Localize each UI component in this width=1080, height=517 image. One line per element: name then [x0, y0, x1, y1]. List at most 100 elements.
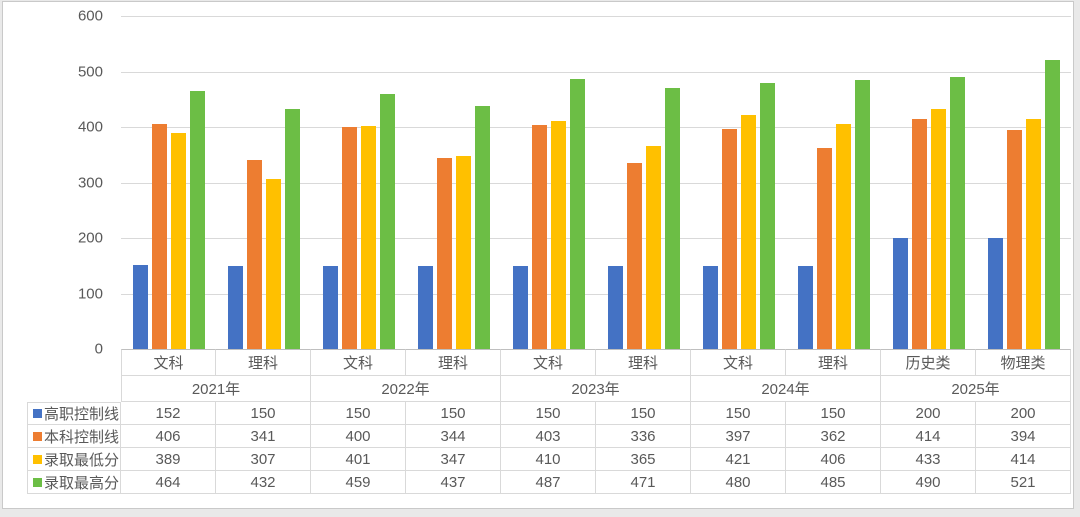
table-value-cell: 432: [216, 471, 311, 494]
bar-高职控制线: [702, 265, 718, 349]
gridline: [121, 16, 1071, 17]
bar-录取最低分: [740, 115, 756, 349]
bar-高职控制线: [607, 265, 623, 349]
bar-录取最低分: [1025, 119, 1041, 349]
bar-高职控制线: [132, 264, 148, 349]
category-label: 历史类: [881, 349, 976, 376]
category-label: 理科: [786, 349, 881, 376]
table-value-cell: 200: [976, 402, 1071, 425]
table-value-cell: 459: [311, 471, 406, 494]
bar-高职控制线: [512, 265, 528, 349]
bar-录取最高分: [569, 78, 585, 349]
bar-本科控制线: [816, 148, 832, 349]
bar-录取最高分: [759, 82, 775, 349]
bar-录取最高分: [1044, 59, 1060, 349]
table-value-cell: 150: [786, 402, 881, 425]
y-tick-label: 0: [94, 340, 103, 358]
bar-录取最高分: [284, 109, 300, 349]
table-value-cell: 471: [596, 471, 691, 494]
bar-本科控制线: [1006, 130, 1022, 349]
bar-录取最低分: [835, 123, 851, 349]
table-value-cell: 414: [976, 448, 1071, 471]
table-value-cell: 403: [501, 425, 596, 448]
table-value-cell: 200: [881, 402, 976, 425]
y-tick-label: 100: [77, 285, 103, 302]
table-value-cell: 433: [881, 448, 976, 471]
category-label: 文科: [311, 349, 406, 376]
series-name: 本科控制线: [44, 428, 120, 446]
y-tick-label: 400: [77, 118, 103, 136]
bar-录取最高分: [474, 106, 490, 349]
bar-高职控制线: [987, 238, 1003, 349]
bar-本科控制线: [341, 127, 357, 349]
table-value-cell: 401: [311, 448, 406, 471]
chart-frame: 0 100 200 300 400 500 600 文科 理科 文科 理科 文科 理科 文科 理科 历史类物…: [2, 1, 1074, 509]
category-label: 文科: [691, 349, 786, 376]
bar-本科控制线: [436, 158, 452, 349]
bar-本科控制线: [246, 159, 262, 349]
table-value-cell: 307: [216, 448, 311, 471]
legend-key-icon: [33, 409, 42, 418]
year-label: 2025年: [881, 376, 1071, 402]
bar-录取最低分: [360, 126, 376, 349]
table-value-cell: 485: [786, 471, 881, 494]
gridline: [121, 238, 1071, 239]
table-value-cell: 521: [976, 471, 1071, 494]
series-label: 高职控制线: [27, 402, 121, 425]
y-axis: 0 100 200 300 400 500 600: [3, 8, 113, 358]
category-label: 理科: [406, 349, 501, 376]
table-value-cell: 150: [596, 402, 691, 425]
y-tick-label: 600: [77, 7, 103, 25]
bar-本科控制线: [626, 162, 642, 349]
bar-本科控制线: [151, 123, 167, 349]
series-label: 录取最高分: [27, 471, 121, 494]
bar-group: [501, 16, 596, 349]
category-label: 理科: [216, 349, 311, 376]
bar-本科控制线: [911, 119, 927, 349]
table-value-cell: 490: [881, 471, 976, 494]
bar-group: [311, 16, 406, 349]
category-label: 物理类: [976, 349, 1071, 376]
table-value-cell: 362: [786, 425, 881, 448]
table-value-cell: 406: [121, 425, 216, 448]
table-value-cell: 152: [121, 402, 216, 425]
year-label: 2021年: [121, 376, 311, 402]
table-value-cell: 365: [596, 448, 691, 471]
series-name: 录取最低分: [44, 451, 120, 469]
series-label: 录取最低分: [27, 448, 121, 471]
table-value-cell: 341: [216, 425, 311, 448]
table-value-cell: 336: [596, 425, 691, 448]
legend-key-icon: [33, 431, 42, 441]
table-value-cell: 410: [501, 448, 596, 471]
bar-group: [596, 16, 691, 349]
legend-key-icon: [33, 454, 42, 464]
table-value-cell: 421: [691, 448, 786, 471]
bar-录取最低分: [170, 133, 186, 349]
bar-group: [406, 16, 501, 349]
table-value-cell: 150: [691, 402, 786, 425]
table-value-cell: 150: [216, 402, 311, 425]
bar-group: [691, 16, 786, 349]
year-label: 2023年: [501, 376, 691, 402]
gridline: [121, 182, 1071, 184]
year-label: 2022年: [311, 376, 501, 402]
series-label: 本科控制线: [27, 425, 121, 448]
bar-录取最低分: [930, 108, 946, 349]
table-value-cell: 397: [691, 425, 786, 448]
bar-本科控制线: [721, 128, 737, 349]
table-value-cell: 487: [501, 471, 596, 494]
bar-录取最高分: [854, 79, 870, 349]
bar-高职控制线: [322, 265, 338, 349]
gridline: [121, 71, 1071, 73]
table-value-cell: 406: [786, 448, 881, 471]
bar-group: [216, 16, 311, 349]
table-value-cell: 464: [121, 471, 216, 494]
bar-录取最低分: [550, 121, 566, 349]
table-value-cell: 480: [691, 471, 786, 494]
category-label: 文科: [121, 349, 216, 376]
bar-高职控制线: [797, 265, 813, 349]
bar-录取最低分: [645, 146, 661, 349]
axis-and-data-table: 文科 理科 文科 理科 文科 理科 文科 理科 历史类 物理类 2021年 2022年 2023年 202…: [27, 349, 1071, 494]
table-value-cell: 150: [311, 402, 406, 425]
bar-录取最高分: [664, 87, 680, 349]
